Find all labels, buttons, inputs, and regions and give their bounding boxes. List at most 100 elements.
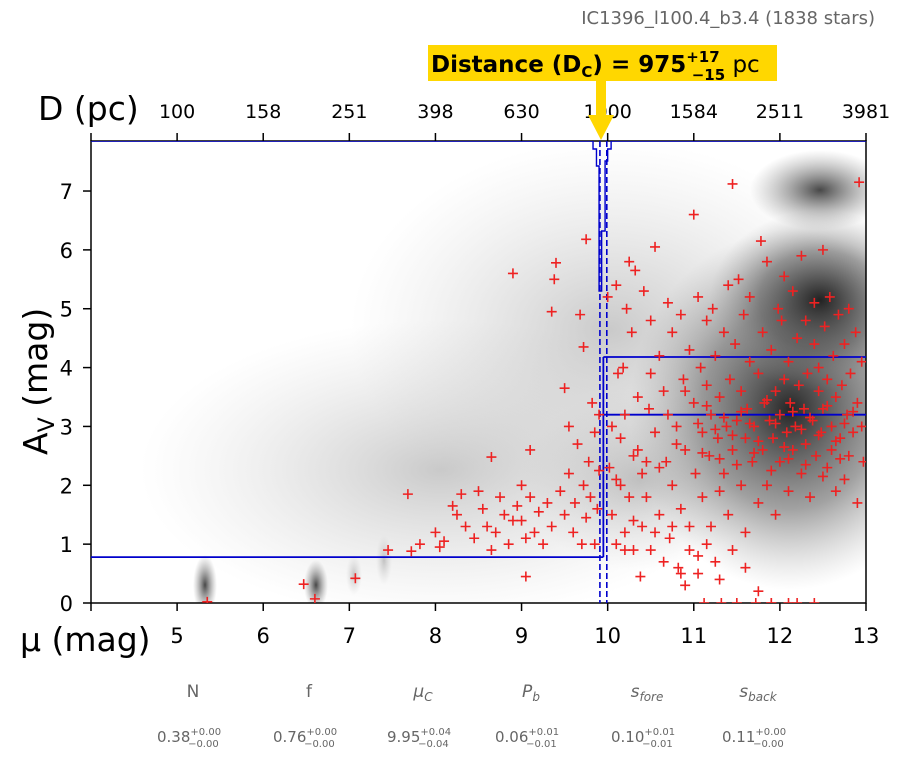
data-point <box>783 598 794 603</box>
data-point <box>675 503 686 514</box>
data-point <box>697 447 708 458</box>
data-point <box>813 362 824 373</box>
data-point <box>473 486 484 497</box>
data-point <box>727 178 738 189</box>
data-point <box>770 509 781 520</box>
data-point <box>589 427 600 438</box>
param-value: 9.95+0.04 −0.04 <box>387 727 451 750</box>
data-point <box>833 309 844 320</box>
data-point <box>650 241 661 252</box>
data-point <box>551 257 561 268</box>
data-point <box>830 392 841 403</box>
data-point <box>575 309 586 320</box>
data-point <box>731 598 742 603</box>
data-point <box>680 386 691 397</box>
data-point <box>776 315 787 326</box>
data-point <box>727 430 738 441</box>
x-axis: 5 6 7 8 9 10 11 12 13 <box>90 603 879 648</box>
data-point <box>690 468 701 479</box>
data-point <box>710 350 721 361</box>
data-point <box>637 468 648 479</box>
data-point <box>813 386 824 397</box>
data-point <box>563 421 574 432</box>
data-point <box>578 341 589 352</box>
data-point <box>707 303 718 314</box>
data-point <box>793 380 804 391</box>
data-point <box>744 356 755 367</box>
top-tick-label: 3981 <box>842 101 890 123</box>
data-point <box>761 256 772 267</box>
data-point <box>525 444 536 455</box>
data-point <box>693 418 704 429</box>
data-point <box>699 598 710 603</box>
data-point <box>724 374 735 385</box>
data-point <box>678 374 689 385</box>
data-point <box>718 468 729 479</box>
data-point <box>632 392 643 403</box>
data-point <box>822 462 833 473</box>
data-point <box>835 453 846 464</box>
data-point <box>350 573 361 584</box>
data-point <box>706 521 716 532</box>
data-point <box>750 598 761 603</box>
data-point <box>469 533 480 544</box>
data-point <box>624 256 635 267</box>
data-point <box>298 579 309 590</box>
y-tick-label: 3 <box>60 415 73 439</box>
data-point <box>783 356 794 367</box>
data-point <box>839 418 850 429</box>
data-point <box>542 497 553 508</box>
data-point <box>714 574 725 585</box>
data-point <box>619 409 630 420</box>
data-point <box>740 433 751 444</box>
data-point <box>783 453 794 464</box>
data-point <box>714 453 725 464</box>
data-point <box>809 339 820 350</box>
data-point <box>761 480 772 491</box>
data-point <box>764 415 775 426</box>
data-point <box>680 444 691 455</box>
data-point <box>572 439 583 450</box>
data-point <box>830 436 841 447</box>
param-value: 0.10+0.01 −0.01 <box>611 727 675 750</box>
data-point <box>796 250 807 261</box>
data-point <box>645 545 656 556</box>
data-point <box>770 418 781 429</box>
data-point <box>822 374 833 385</box>
data-point <box>701 315 712 326</box>
data-point <box>787 286 798 297</box>
data-point <box>809 297 820 308</box>
data-point <box>843 450 854 461</box>
data-point <box>858 456 866 467</box>
param-name: Pb <box>522 682 540 704</box>
top-tick-label: 630 <box>503 101 539 123</box>
data-point <box>796 468 807 479</box>
y-tick-label: 6 <box>60 239 73 263</box>
data-point <box>706 409 716 420</box>
data-point <box>638 286 649 297</box>
data-point <box>507 268 518 279</box>
data-point <box>439 536 450 547</box>
data-point <box>688 209 699 220</box>
data-point <box>587 397 598 408</box>
data-point <box>805 492 816 503</box>
data-point <box>747 456 758 467</box>
data-point <box>202 596 213 603</box>
data-point <box>559 383 570 394</box>
data-point <box>802 368 813 379</box>
data-point <box>569 497 580 508</box>
param-value: 0.76+0.00 −0.00 <box>273 727 337 750</box>
data-point <box>701 539 712 550</box>
data-point <box>697 427 708 438</box>
y-tick-label: 5 <box>60 298 73 322</box>
data-point <box>710 556 721 567</box>
data-point <box>611 539 622 550</box>
data-point <box>766 344 777 355</box>
data-point <box>848 406 859 417</box>
data-point <box>628 545 639 556</box>
annotation-arrow <box>588 81 614 140</box>
data-point <box>766 465 777 476</box>
data-point <box>606 509 617 520</box>
data-point <box>667 327 678 338</box>
